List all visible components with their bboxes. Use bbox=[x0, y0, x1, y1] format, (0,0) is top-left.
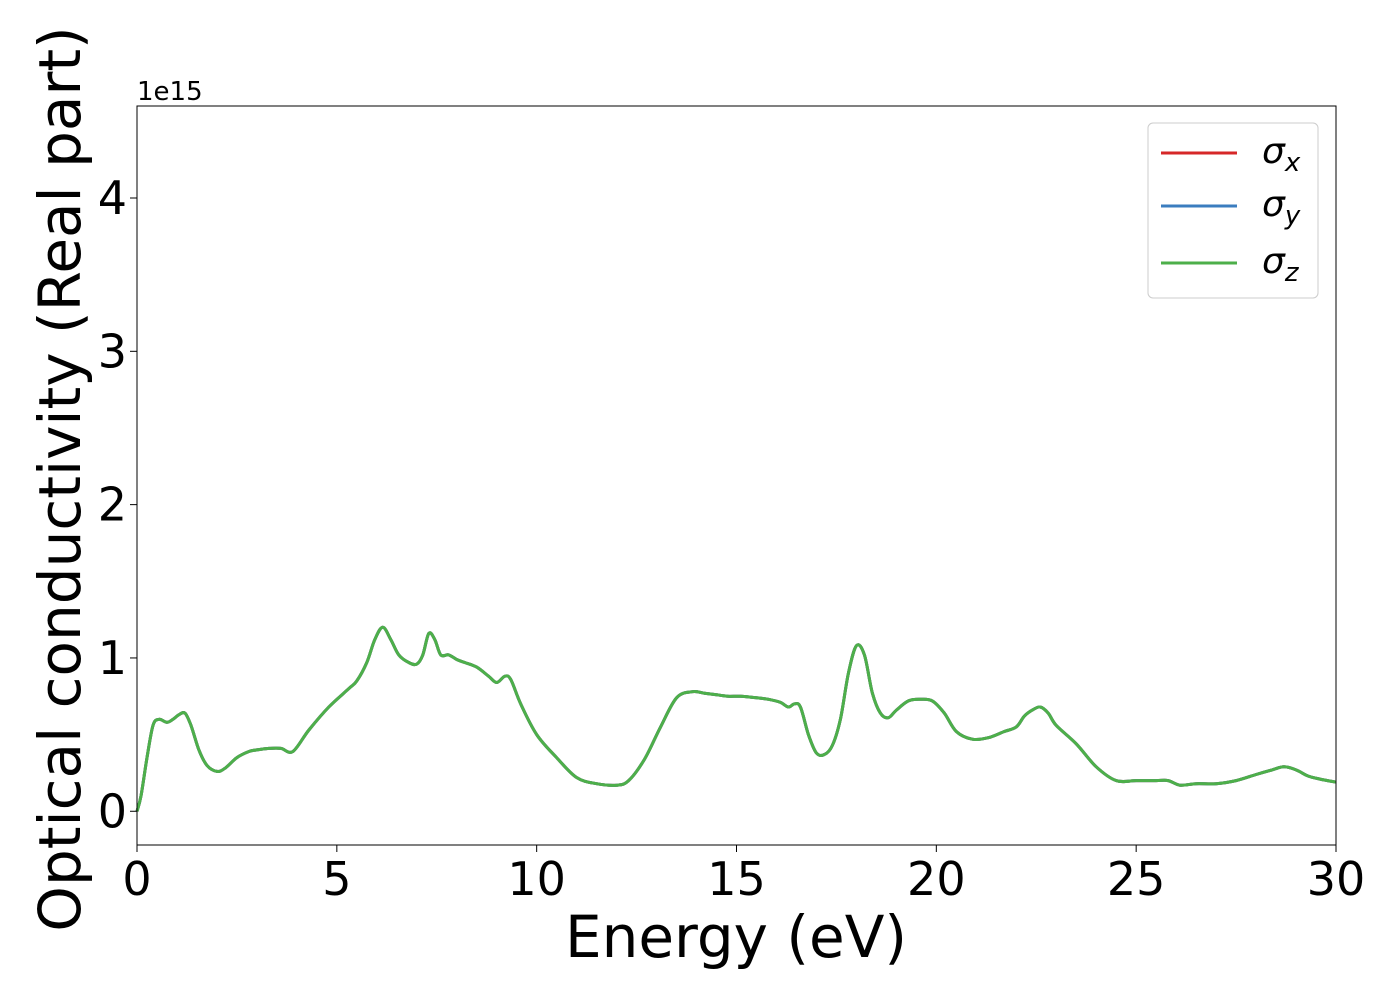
x-axis-label: Energy (eV) bbox=[565, 903, 907, 971]
x-tick-label: 30 bbox=[1307, 852, 1366, 906]
y-tick-label: 3 bbox=[98, 324, 127, 378]
y-tick-label: 1 bbox=[98, 631, 127, 685]
legend: σx σy σz bbox=[1147, 122, 1319, 299]
y-tick-label: 0 bbox=[98, 784, 127, 838]
y-tick-label: 2 bbox=[98, 478, 127, 532]
legend-box bbox=[1147, 122, 1319, 299]
plot-area bbox=[135, 625, 1337, 812]
y-tick-label: 4 bbox=[98, 171, 127, 225]
legend-label-z: σz bbox=[1262, 241, 1300, 288]
series-line-z bbox=[135, 625, 1337, 812]
legend-label-x: σx bbox=[1262, 131, 1301, 178]
axes-frame bbox=[136, 105, 1337, 846]
x-axis-ticks: 0 5 10 15 20 25 30 bbox=[122, 845, 1365, 906]
x-tick-label: 20 bbox=[907, 852, 966, 906]
x-tick-label: 25 bbox=[1107, 852, 1166, 906]
x-tick-label: 10 bbox=[507, 852, 566, 906]
y-axis-label: Optical conductivity (Real part) bbox=[26, 26, 94, 931]
x-tick-label: 15 bbox=[707, 852, 766, 906]
x-tick-label: 0 bbox=[122, 852, 151, 906]
y-axis-ticks: 0 1 2 3 4 bbox=[98, 171, 137, 838]
y-offset-text: 1e15 bbox=[137, 77, 203, 107]
legend-label-y: σy bbox=[1262, 184, 1301, 231]
x-tick-label: 5 bbox=[322, 852, 351, 906]
